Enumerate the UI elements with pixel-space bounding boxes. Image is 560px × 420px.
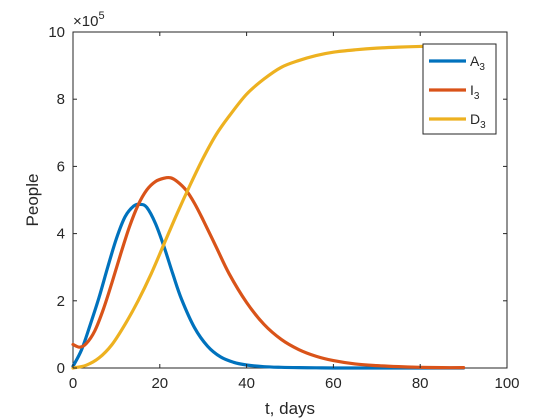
- x-tick-label: 100: [494, 375, 519, 392]
- y-axis-label: People: [23, 174, 42, 227]
- y-multiplier-label: ×105: [73, 10, 105, 30]
- legend-label-subscript: 3: [474, 91, 480, 102]
- legend-label-subscript: 3: [480, 120, 486, 131]
- series-line-a: [71, 202, 466, 370]
- x-tick-label: 80: [412, 375, 429, 392]
- legend-label-name: A: [470, 53, 480, 69]
- y-tick-label: 0: [57, 360, 65, 377]
- legend-label-name: I: [470, 82, 474, 98]
- legend-label-name: D: [470, 111, 480, 127]
- x-tick-label: 20: [151, 375, 168, 392]
- legend-label-d: D3: [470, 111, 486, 131]
- y-tick-label: 4: [57, 226, 65, 243]
- x-tick-label: 0: [69, 375, 77, 392]
- series-line-i: [71, 175, 466, 370]
- y-tick-label: 8: [57, 91, 65, 108]
- x-tick-label: 60: [325, 375, 342, 392]
- y-tick-label: 2: [57, 293, 65, 310]
- series-layer: [71, 44, 466, 370]
- legend-label-i: I3: [470, 82, 480, 102]
- ticks-layer: 0 20 40 60 80 100 0 2 4 6 8 10: [48, 24, 519, 392]
- y-multiplier-exponent: 5: [98, 10, 104, 22]
- y-multiplier-base: ×10: [73, 13, 98, 30]
- series-line-d: [71, 44, 466, 370]
- x-axis-label: t, days: [265, 399, 315, 418]
- x-tick-label: 40: [238, 375, 255, 392]
- legend-label-a: A3: [470, 53, 485, 73]
- labels-layer: t, days People ×105: [23, 10, 315, 418]
- y-tick-label: 6: [57, 158, 65, 175]
- legend-label-subscript: 3: [479, 62, 485, 73]
- y-tick-label: 10: [48, 24, 65, 41]
